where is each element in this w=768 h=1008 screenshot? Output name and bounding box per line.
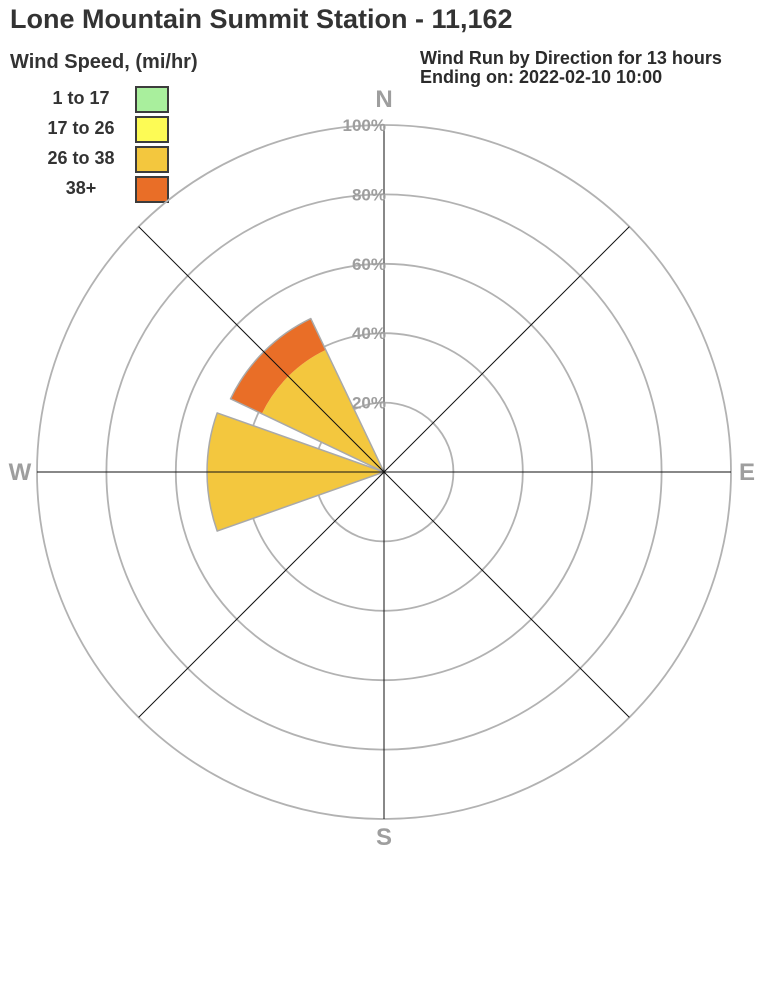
legend-label: 26 to 38 — [47, 148, 115, 168]
compass-label-E: E — [739, 459, 755, 486]
ring-label-20: 20% — [352, 394, 386, 413]
legend-swatch-1-to-17 — [135, 86, 169, 113]
legend-label: 1 to 17 — [52, 88, 110, 108]
legend-swatch-17-to-26 — [135, 116, 169, 143]
legend-row: 38+ — [0, 176, 180, 204]
legend-swatch-38+ — [135, 176, 169, 203]
ring-label-80: 80% — [352, 185, 386, 204]
legend-label: 17 to 26 — [47, 118, 115, 138]
wind-run-header: Wind Run by Direction for 13 hours Endin… — [420, 49, 722, 87]
legend-row: 17 to 26 — [0, 116, 180, 144]
wind-run-subtitle: Ending on: 2022-02-10 10:00 — [420, 67, 663, 87]
legend-row: 1 to 17 — [0, 86, 180, 114]
spoke-SE — [383, 471, 630, 718]
spoke-NW — [138, 226, 385, 473]
compass-label-N: N — [375, 86, 392, 113]
legend-title: Wind Speed, (mi/hr) — [10, 51, 198, 73]
compass-label-S: S — [376, 824, 392, 851]
legend-label: 38+ — [65, 178, 97, 198]
page-title: Lone Mountain Summit Station - 11,162 — [10, 4, 513, 34]
ring-label-100: 100% — [343, 116, 386, 135]
ring-label-40: 40% — [352, 324, 386, 343]
ring-label-60: 60% — [352, 255, 386, 274]
legend-swatch-26-to-38 — [135, 146, 169, 173]
spoke-NE — [383, 226, 630, 473]
wind-run-title: Wind Run by Direction for 13 hours — [420, 48, 722, 68]
legend-row: 26 to 38 — [0, 146, 180, 174]
compass-label-W: W — [9, 459, 32, 486]
spoke-SW — [138, 471, 385, 718]
